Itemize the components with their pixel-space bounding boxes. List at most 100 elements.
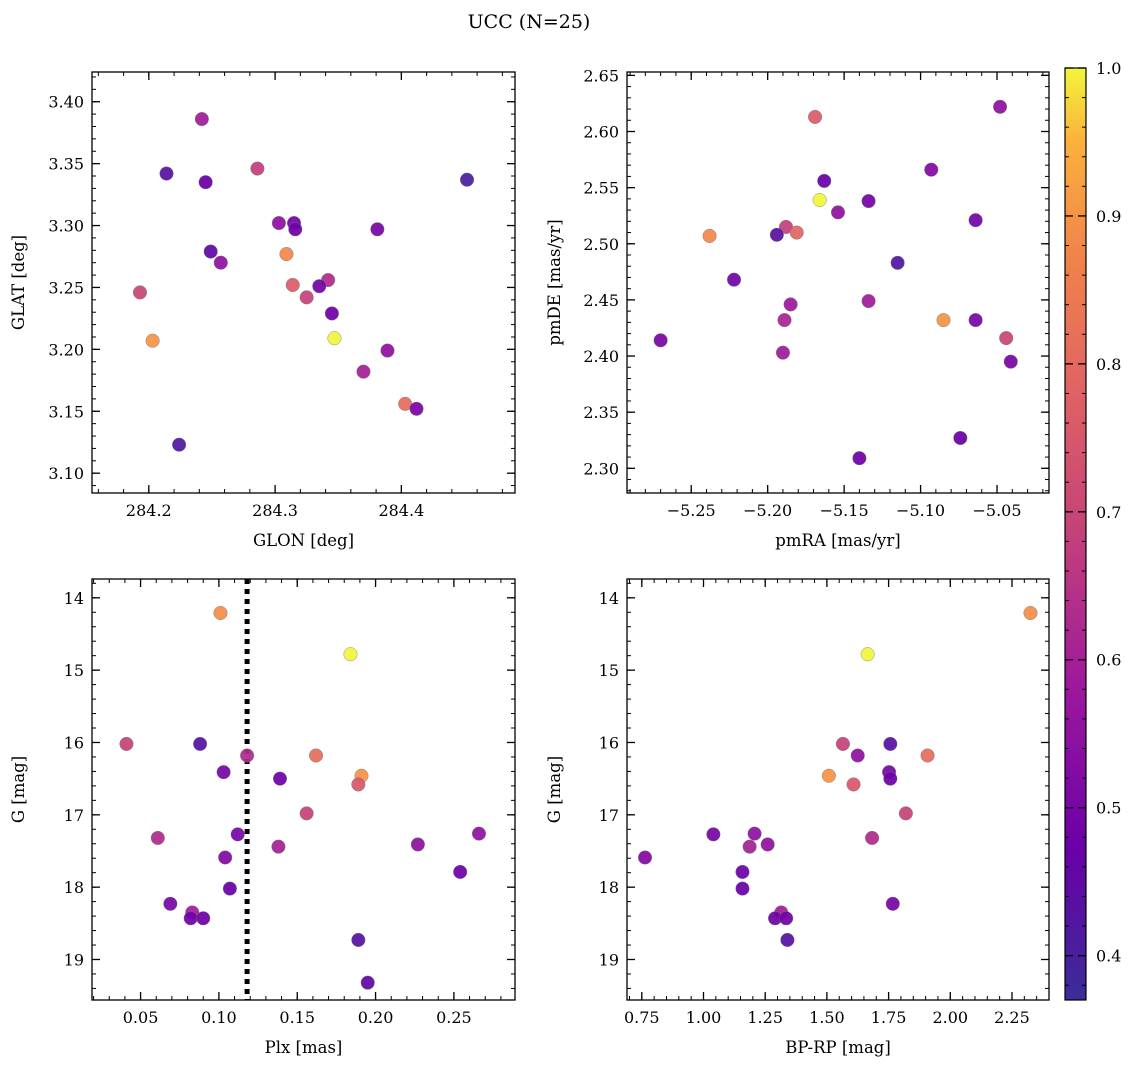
colorbar-tick-label: 0.6 — [1096, 651, 1121, 670]
y-tick-label: 18 — [64, 878, 84, 897]
data-point — [706, 827, 721, 842]
data-point — [222, 881, 237, 896]
data-point — [883, 771, 898, 786]
y-axis-label: pmDE [mas/yr] — [545, 219, 564, 345]
x-axis-label: pmRA [mas/yr] — [775, 531, 900, 550]
data-point — [351, 932, 366, 947]
x-axis-label: Plx [mas] — [265, 1038, 343, 1057]
axes-frame — [626, 578, 1050, 1001]
data-point — [936, 313, 951, 328]
data-point — [742, 839, 757, 854]
x-tick-label: −5.20 — [743, 501, 792, 520]
x-tick-label: 0.75 — [624, 1008, 660, 1027]
data-point — [883, 736, 898, 751]
data-point — [769, 227, 784, 242]
data-point — [299, 290, 314, 305]
data-point — [999, 331, 1014, 346]
x-tick-label: 0.15 — [279, 1008, 315, 1027]
colorbar: 0.4 0.5 0.6 0.7 0.8 0.9 1.0 — [1064, 59, 1121, 1001]
x-tick-label: 284.2 — [126, 501, 172, 520]
y-tick-label: 2.50 — [583, 235, 619, 254]
data-point — [193, 736, 208, 751]
data-point — [775, 345, 790, 360]
y-axis-label: GLAT [deg] — [9, 235, 28, 330]
data-point — [852, 451, 867, 466]
y-tick-label: 17 — [599, 806, 619, 825]
data-point — [846, 777, 861, 792]
data-point — [194, 112, 209, 127]
data-point — [653, 333, 668, 348]
data-point — [324, 306, 339, 321]
y-tick-label: 14 — [64, 589, 84, 608]
y-tick-label: 14 — [599, 589, 619, 608]
data-point — [1023, 605, 1038, 620]
data-point — [380, 343, 395, 358]
data-point — [216, 765, 231, 780]
data-point — [968, 313, 983, 328]
panel-plx-g: 0.05 0.10 0.15 0.20 0.25 14 15 16 17 18 19 Plx [mas… — [9, 578, 516, 1057]
y-tick-label: 18 — [599, 878, 619, 897]
data-point — [735, 881, 750, 896]
data-point — [890, 255, 905, 270]
data-point — [817, 173, 832, 188]
data-point — [288, 222, 303, 237]
data-point — [953, 430, 968, 445]
panel-glon-glat: 284.2 284.3 284.4 3.10 3.15 3.20 3.25 3.30 3.35 3… — [9, 71, 516, 550]
data-point — [309, 748, 324, 763]
data-point — [132, 285, 147, 300]
data-point — [343, 647, 358, 662]
data-point — [777, 313, 792, 328]
colorbar-tick-label: 0.8 — [1096, 355, 1121, 374]
colorbar-tick-label: 1.0 — [1096, 59, 1121, 78]
data-point — [831, 205, 846, 220]
scatter-points — [119, 605, 486, 990]
y-tick-label: 16 — [599, 733, 619, 752]
data-point — [196, 911, 211, 926]
x-tick-label: 0.05 — [123, 1008, 159, 1027]
y-tick-label: 17 — [64, 806, 84, 825]
data-point — [779, 911, 794, 926]
data-point — [327, 331, 342, 346]
data-point — [203, 244, 218, 259]
data-point — [163, 896, 178, 911]
colorbar-gradient — [1064, 67, 1087, 1001]
axes-frame — [626, 71, 1050, 494]
data-point — [885, 896, 900, 911]
data-point — [783, 297, 798, 312]
data-point — [273, 771, 288, 786]
y-tick-label: 3.35 — [48, 155, 84, 174]
x-tick-label: −5.10 — [896, 501, 945, 520]
data-point — [271, 839, 286, 854]
x-axis-label: GLON [deg] — [253, 531, 354, 550]
y-tick-label: 3.30 — [48, 217, 84, 236]
colorbar-tick-label: 0.7 — [1096, 503, 1121, 522]
data-point — [370, 222, 385, 237]
data-point — [993, 99, 1008, 114]
y-tick-label: 16 — [64, 733, 84, 752]
data-point — [271, 216, 286, 231]
data-point — [198, 175, 213, 190]
data-point — [780, 932, 795, 947]
y-axis-label: G [mag] — [9, 756, 28, 823]
y-tick-label: 19 — [599, 950, 619, 969]
data-point — [861, 194, 876, 209]
data-point — [119, 736, 134, 751]
data-point — [861, 294, 876, 309]
y-tick-label: 3.15 — [48, 402, 84, 421]
colorbar-tick-label: 0.4 — [1096, 947, 1121, 966]
y-tick-label: 19 — [64, 950, 84, 969]
x-axis-label: BP-RP [mag] — [785, 1038, 891, 1057]
data-point — [213, 605, 228, 620]
x-tick-label: 284.4 — [378, 501, 424, 520]
data-point — [727, 272, 742, 287]
data-point — [735, 864, 750, 879]
data-point — [218, 850, 233, 865]
x-tick-label: 1.50 — [809, 1008, 845, 1027]
data-point — [898, 806, 913, 821]
x-tick-label: 1.00 — [686, 1008, 722, 1027]
data-point — [213, 255, 228, 270]
data-point — [920, 748, 935, 763]
axes-frame — [91, 71, 516, 494]
scatter-points — [653, 99, 1018, 466]
y-tick-label: 2.45 — [583, 291, 619, 310]
